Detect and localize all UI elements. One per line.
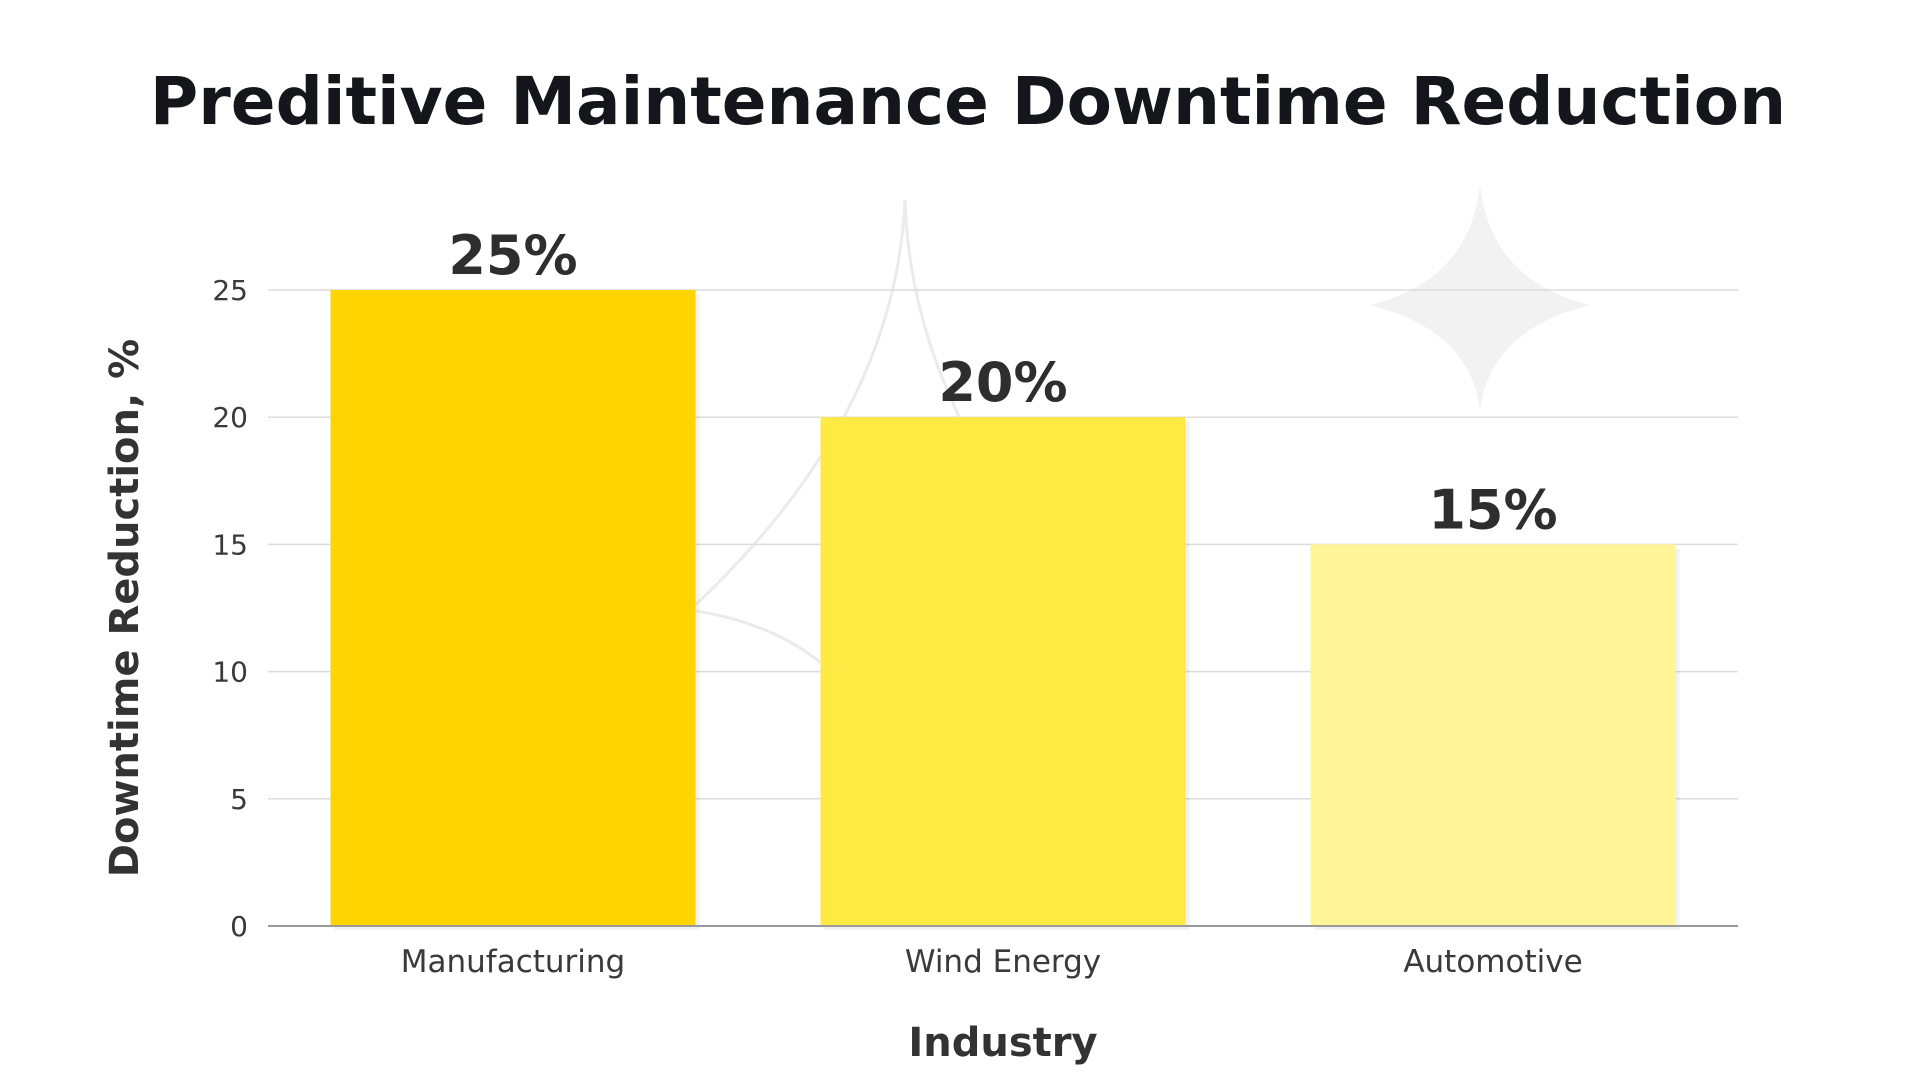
x-axis-ticks: Manufacturing Wind Energy Automotive bbox=[401, 944, 1583, 980]
x-tick-label: Automotive bbox=[1403, 944, 1582, 980]
y-tick-label: 20 bbox=[212, 401, 248, 434]
y-tick-label: 25 bbox=[212, 274, 248, 307]
x-axis-title: Industry bbox=[908, 1020, 1097, 1066]
bar-value-label: 25% bbox=[448, 224, 577, 287]
data-labels: 25% 20% 15% bbox=[448, 224, 1557, 541]
y-axis-title: Downtime Reduction, % bbox=[102, 339, 148, 877]
chart-title: Preditive Maintenance Downtime Reduction bbox=[150, 63, 1786, 140]
y-tick-label: 15 bbox=[212, 528, 248, 561]
bar-value-label: 15% bbox=[1428, 478, 1557, 541]
bars bbox=[330, 290, 1680, 930]
bar bbox=[1310, 544, 1676, 926]
x-tick-label: Manufacturing bbox=[401, 944, 625, 980]
y-tick-label: 0 bbox=[230, 910, 248, 943]
y-tick-label: 5 bbox=[230, 783, 248, 816]
x-tick-label: Wind Energy bbox=[905, 944, 1101, 980]
y-axis-ticks: 0 5 10 15 20 25 bbox=[212, 274, 248, 943]
bar-value-label: 20% bbox=[938, 351, 1067, 414]
bar bbox=[330, 290, 696, 926]
bar bbox=[820, 417, 1186, 926]
y-tick-label: 10 bbox=[212, 656, 248, 689]
